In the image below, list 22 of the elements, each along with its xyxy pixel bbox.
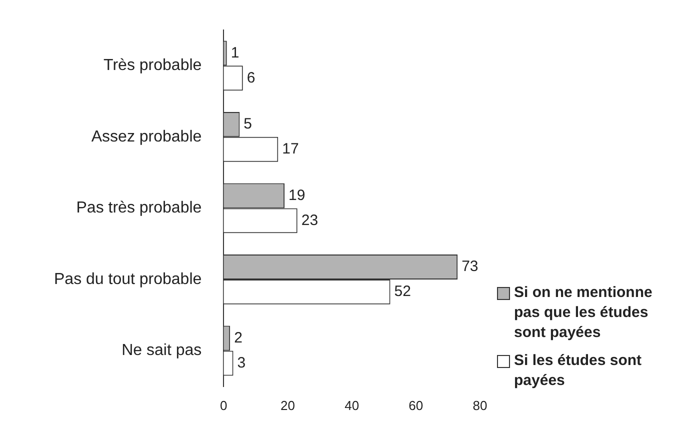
data-label: 73 bbox=[462, 258, 478, 276]
legend-label: Si on ne mentionne pas que les études sont payées bbox=[514, 283, 654, 343]
y-tick-label: Ne sait pas bbox=[122, 342, 202, 360]
data-label: 6 bbox=[246, 69, 256, 86]
x-tick-label: 0 bbox=[220, 398, 228, 413]
x-tick-label: 80 bbox=[472, 398, 488, 413]
x-tick-label: 40 bbox=[344, 398, 360, 413]
x-tick-label: 60 bbox=[408, 398, 424, 413]
data-label: 1 bbox=[230, 44, 240, 62]
y-tick-label: Pas très probable bbox=[76, 200, 202, 217]
data-label: 2 bbox=[234, 329, 242, 346]
y-tick-label: Pas du tout probable bbox=[54, 270, 202, 288]
y-tick-label: Très probable bbox=[104, 57, 202, 74]
x-tick-label: 20 bbox=[280, 398, 295, 413]
data-label: 52 bbox=[394, 283, 411, 300]
data-label: 17 bbox=[282, 140, 299, 158]
text: Si les études sont payées bbox=[514, 351, 643, 391]
y-tick-label: Assez probable bbox=[91, 128, 202, 146]
data-label: 3 bbox=[237, 354, 246, 372]
data-label: 5 bbox=[244, 116, 252, 133]
data-label: 19 bbox=[288, 186, 306, 204]
data-label: 23 bbox=[301, 212, 318, 229]
